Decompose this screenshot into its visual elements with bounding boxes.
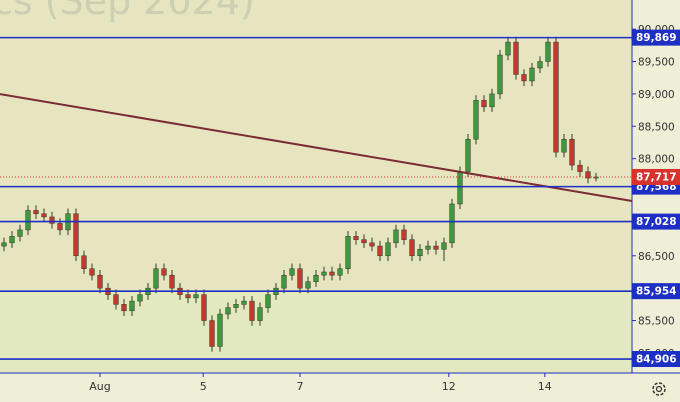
candle-body <box>201 294 207 321</box>
candle-body <box>113 294 119 305</box>
candle-body <box>521 74 527 82</box>
y-tick-label: 88,500 <box>638 121 675 133</box>
candle-body <box>169 274 175 289</box>
x-tick-label: Aug <box>89 380 110 393</box>
candle-body <box>529 67 535 82</box>
candle-body <box>9 236 15 244</box>
candle-body <box>473 100 479 140</box>
candle-body <box>345 236 351 269</box>
watermark-title: cs (Sep 2024) <box>0 0 255 23</box>
candle-body <box>265 294 271 308</box>
candle-body <box>297 268 303 289</box>
candle-body <box>513 41 519 75</box>
candle-body <box>305 281 311 289</box>
y-tick-label: 86,500 <box>638 251 675 263</box>
candle-body <box>361 239 367 244</box>
candle-body <box>25 210 31 231</box>
candle-body <box>497 54 503 95</box>
candle-body <box>209 320 215 347</box>
candle-body <box>289 268 295 276</box>
candle-body <box>425 245 431 250</box>
y-tick-label: 88,000 <box>638 154 675 166</box>
trend-line <box>0 93 633 202</box>
candle-body <box>313 274 319 282</box>
y-tick-label: 85,500 <box>638 316 675 328</box>
candle-body <box>417 249 423 257</box>
plot <box>1 36 599 352</box>
candle-body <box>233 304 239 308</box>
candle-body <box>33 210 39 214</box>
candle-body <box>553 41 559 153</box>
x-tick-label: 5 <box>200 380 207 393</box>
candle-body <box>401 229 407 240</box>
candle-body <box>385 242 391 257</box>
candle-body <box>129 300 135 312</box>
candle-body <box>353 236 359 240</box>
x-tick-label: 14 <box>538 380 552 393</box>
candle-body <box>185 294 191 299</box>
candle-body <box>137 294 143 302</box>
candle-body <box>57 223 63 231</box>
candle-body <box>337 268 343 276</box>
candle-body <box>81 255 87 269</box>
candle-body <box>457 171 463 205</box>
candle-body <box>481 100 487 108</box>
candle-body <box>441 242 447 250</box>
settings-button[interactable] <box>652 382 666 396</box>
level-label: 84,906 <box>636 354 677 366</box>
candle-body <box>241 300 247 305</box>
candle-body <box>369 242 375 247</box>
level-badge <box>632 283 680 300</box>
price-label: 87,717 <box>636 171 677 183</box>
candle-body <box>569 138 575 166</box>
candle-body <box>329 271 335 276</box>
candle-body <box>393 229 399 244</box>
candle-body <box>321 271 327 276</box>
level-badge <box>632 351 680 368</box>
candle-body <box>409 239 415 257</box>
level-label: 87,028 <box>636 216 677 228</box>
candle-body <box>561 138 567 153</box>
candle-body <box>153 268 159 289</box>
candle-body <box>249 300 255 321</box>
y-axis-panel <box>632 0 680 402</box>
candle-body <box>465 138 471 172</box>
level-label: 85,954 <box>636 286 677 298</box>
level-badge <box>632 213 680 230</box>
candle-body <box>73 213 79 257</box>
candle-body <box>281 274 287 289</box>
candle-body <box>225 307 231 315</box>
candle-body <box>593 176 599 179</box>
candle-body <box>377 245 383 257</box>
candle-body <box>193 294 199 299</box>
x-tick-label: 7 <box>297 380 304 393</box>
candle-body <box>449 203 455 244</box>
candle-body <box>585 171 591 179</box>
candle-body <box>41 213 47 218</box>
candle-body <box>121 304 127 312</box>
candle-body <box>217 313 223 347</box>
candle-body <box>1 242 7 247</box>
zone <box>0 292 632 373</box>
candle-body <box>97 274 103 289</box>
x-tick-label: 12 <box>442 380 456 393</box>
candle-body <box>161 268 167 276</box>
price-badge <box>632 168 680 185</box>
candle-body <box>17 229 23 237</box>
candle-body <box>545 41 551 62</box>
candle-body <box>49 216 55 224</box>
y-tick-label: 89,500 <box>638 57 675 69</box>
candle-body <box>433 245 439 250</box>
candle-body <box>489 93 495 108</box>
x-axis-panel <box>0 373 632 402</box>
candle-body <box>577 164 583 172</box>
level-label: 89,869 <box>636 32 677 44</box>
candle-body <box>505 41 511 56</box>
candle-body <box>537 61 543 69</box>
y-tick-label: 89,000 <box>638 89 675 101</box>
candle-body <box>257 307 263 321</box>
level-badge <box>632 29 680 46</box>
candle-body <box>89 268 95 276</box>
